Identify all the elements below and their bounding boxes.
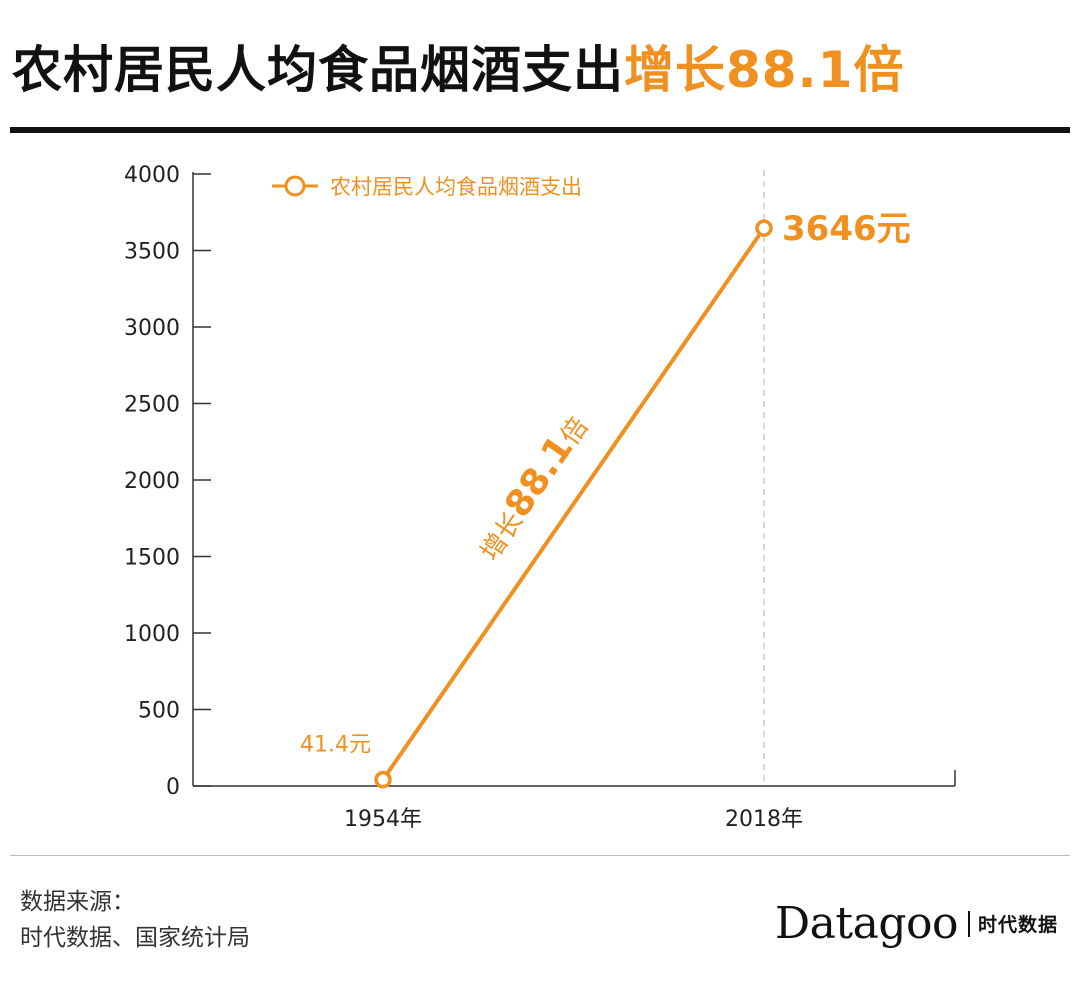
x-tick-label: 1954年 bbox=[344, 807, 422, 832]
line-chart: 0 500 1000 1500 2000 2500 3000 3500 4000 1954年 20… bbox=[124, 163, 956, 832]
y-tick-label: 3500 bbox=[124, 240, 180, 265]
title-main: 农村居民人均食品烟酒支出 bbox=[12, 41, 624, 99]
source-note: 数据来源： 时代数据、国家统计局 bbox=[20, 884, 250, 956]
y-tick-label: 1500 bbox=[124, 546, 180, 571]
legend-label: 农村居民人均食品烟酒支出 bbox=[330, 175, 582, 199]
data-series bbox=[374, 219, 773, 789]
data-label-end: 3646元 bbox=[782, 209, 911, 249]
data-label-start: 41.4元 bbox=[300, 733, 371, 758]
y-tick-label: 2000 bbox=[124, 469, 180, 494]
y-tick-label: 4000 bbox=[124, 163, 180, 188]
legend-marker bbox=[284, 175, 306, 197]
y-tick-label: 2500 bbox=[124, 393, 180, 418]
brand: Datagoo 时代数据 bbox=[775, 898, 1058, 949]
source-text: 时代数据、国家统计局 bbox=[20, 925, 250, 951]
y-tick-label: 0 bbox=[166, 775, 180, 800]
data-point bbox=[374, 770, 392, 789]
y-tick-label: 1000 bbox=[124, 622, 180, 647]
x-axis: 1954年 2018年 bbox=[193, 770, 956, 832]
y-tick-label: 500 bbox=[138, 699, 180, 724]
growth-annotation: 增长88.1倍 bbox=[468, 407, 597, 568]
brand-name: 时代数据 bbox=[977, 914, 1058, 936]
x-tick-label: 2018年 bbox=[725, 807, 803, 832]
title-highlight: 增长88.1倍 bbox=[624, 41, 905, 99]
source-label: 数据来源： bbox=[20, 889, 135, 915]
chart-legend: 农村居民人均食品烟酒支出 bbox=[272, 175, 582, 199]
series-line bbox=[381, 227, 766, 781]
y-axis: 0 500 1000 1500 2000 2500 3000 3500 4000 bbox=[124, 163, 211, 800]
footer-divider bbox=[10, 855, 1070, 856]
y-tick-label: 3000 bbox=[124, 316, 180, 341]
title-divider bbox=[10, 127, 1070, 133]
page-title: 农村居民人均食品烟酒支出增长88.1倍 bbox=[12, 30, 904, 102]
brand-logo: Datagoo bbox=[774, 898, 959, 949]
brand-separator bbox=[967, 910, 970, 937]
data-point bbox=[755, 219, 773, 237]
